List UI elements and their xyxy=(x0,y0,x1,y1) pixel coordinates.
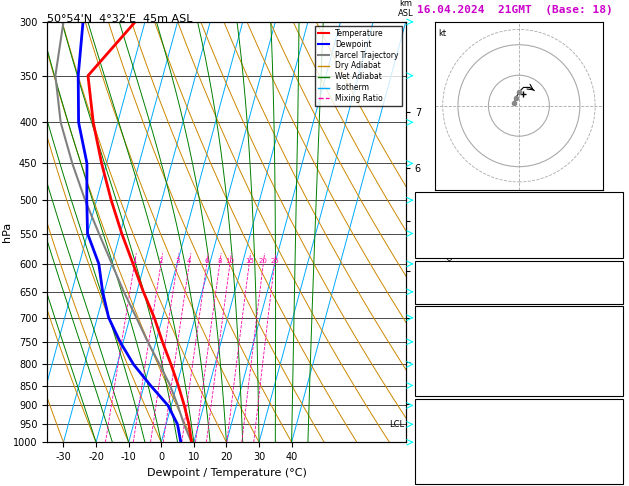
Text: LCL: LCL xyxy=(389,420,404,429)
Bar xyxy=(415,192,623,258)
Text: 23: 23 xyxy=(606,263,618,273)
Text: 15: 15 xyxy=(245,258,253,264)
Text: CIN (J): CIN (J) xyxy=(420,384,461,395)
Text: 6: 6 xyxy=(204,258,209,264)
Text: 8: 8 xyxy=(218,258,222,264)
Text: 3: 3 xyxy=(175,258,179,264)
Text: StmDir: StmDir xyxy=(420,232,455,243)
Text: 25: 25 xyxy=(270,258,279,264)
Legend: Temperature, Dewpoint, Parcel Trajectory, Dry Adiabat, Wet Adiabat, Isotherm, Mi: Temperature, Dewpoint, Parcel Trajectory… xyxy=(314,26,402,106)
Text: Dewp (°C): Dewp (°C) xyxy=(420,333,473,343)
Y-axis label: hPa: hPa xyxy=(1,222,11,242)
Text: PW (cm): PW (cm) xyxy=(420,292,461,302)
Bar xyxy=(415,399,623,484)
Text: Lifted Index: Lifted Index xyxy=(420,442,491,452)
Text: 251: 251 xyxy=(600,372,618,382)
Text: EH: EH xyxy=(420,206,432,216)
Text: 341°: 341° xyxy=(594,232,618,243)
Text: Hodograph: Hodograph xyxy=(493,193,545,203)
Text: K: K xyxy=(420,263,426,273)
Text: 69: 69 xyxy=(606,206,618,216)
Text: 298: 298 xyxy=(600,346,618,356)
Text: Lifted Index: Lifted Index xyxy=(420,359,491,369)
Text: StmSpd (kt): StmSpd (kt) xyxy=(420,246,485,256)
Text: © weatheronline.co.uk: © weatheronline.co.uk xyxy=(467,475,571,485)
Text: θᴄ (K): θᴄ (K) xyxy=(420,428,455,437)
Text: CAPE (J): CAPE (J) xyxy=(420,372,467,382)
Bar xyxy=(415,261,623,304)
Text: 50°54'N  4°32'E  45m ASL: 50°54'N 4°32'E 45m ASL xyxy=(47,14,192,24)
Text: 6: 6 xyxy=(612,333,618,343)
Text: 59: 59 xyxy=(606,219,618,229)
Text: Pressure (mb): Pressure (mb) xyxy=(420,413,496,423)
Y-axis label: Mixing Ratio (g/kg): Mixing Ratio (g/kg) xyxy=(446,192,455,272)
Text: Totals Totals: Totals Totals xyxy=(420,278,496,287)
Text: 20: 20 xyxy=(259,258,268,264)
Text: Temp (°C): Temp (°C) xyxy=(420,320,473,330)
Text: -1: -1 xyxy=(606,442,618,452)
Text: 1002: 1002 xyxy=(594,413,618,423)
Bar xyxy=(415,306,623,396)
Text: θᴄ(K): θᴄ(K) xyxy=(420,346,450,356)
Text: Surface: Surface xyxy=(498,308,540,317)
Text: 2: 2 xyxy=(159,258,163,264)
Text: 1.31: 1.31 xyxy=(594,292,618,302)
Text: km
ASL: km ASL xyxy=(398,0,413,17)
Text: CAPE (J): CAPE (J) xyxy=(420,457,467,467)
Text: 1: 1 xyxy=(132,258,136,264)
Text: 10: 10 xyxy=(225,258,235,264)
Text: kt: kt xyxy=(438,30,446,38)
X-axis label: Dewpoint / Temperature (°C): Dewpoint / Temperature (°C) xyxy=(147,468,306,478)
Text: -1: -1 xyxy=(606,359,618,369)
Text: Most Unstable: Most Unstable xyxy=(481,400,557,410)
Text: 251: 251 xyxy=(600,457,618,467)
Text: 9.3: 9.3 xyxy=(600,320,618,330)
Text: 16.04.2024  21GMT  (Base: 18): 16.04.2024 21GMT (Base: 18) xyxy=(417,5,613,15)
Text: CIN (J): CIN (J) xyxy=(420,471,461,481)
Text: 4: 4 xyxy=(187,258,191,264)
Text: SREH: SREH xyxy=(420,219,443,229)
Text: 0: 0 xyxy=(612,384,618,395)
Text: 298: 298 xyxy=(600,428,618,437)
Text: 0: 0 xyxy=(612,471,618,481)
Text: 20: 20 xyxy=(606,246,618,256)
Text: 58: 58 xyxy=(606,278,618,287)
